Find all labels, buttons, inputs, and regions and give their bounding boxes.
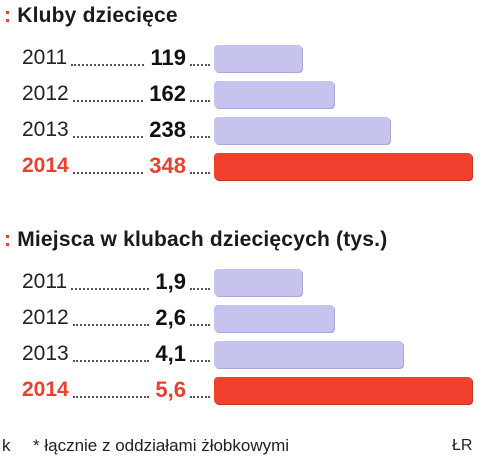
leader-dots	[190, 172, 210, 174]
title-marker-icon: :	[4, 4, 12, 27]
leader-dots	[190, 360, 210, 362]
leader-dots	[73, 136, 143, 138]
bar	[214, 305, 334, 332]
bar	[214, 377, 472, 404]
bar-row: 2014 5,6	[0, 376, 504, 406]
bar-row: 2012 2,6	[0, 304, 504, 334]
leader-dots	[71, 288, 149, 290]
value-label: 4,1	[155, 341, 186, 366]
chart-title-1: : Kluby dziecięce	[4, 4, 178, 34]
value-label: 238	[149, 117, 186, 142]
chart-title-2: : Miejsca w klubach dziecięcych (tys.)	[4, 228, 387, 258]
bar	[214, 81, 334, 108]
leader-dots	[190, 288, 210, 290]
bar-row: 2014 348	[0, 152, 504, 182]
leader-dots	[71, 64, 144, 66]
category-label: 2011	[22, 270, 68, 293]
bar	[214, 117, 390, 144]
bar	[214, 45, 302, 72]
leader-dots	[73, 172, 143, 174]
bar-row: 2012 162	[0, 80, 504, 110]
leader-dots	[190, 396, 210, 398]
value-label: 5,6	[155, 377, 186, 402]
category-label: 2014	[22, 378, 69, 401]
category-label: 2012	[22, 306, 69, 329]
value-label: 348	[149, 153, 186, 178]
value-label: 1,9	[155, 269, 186, 294]
value-label: 162	[149, 81, 186, 106]
leader-dots	[190, 100, 210, 102]
source-credit: ŁR	[452, 437, 473, 454]
leader-dots	[190, 64, 210, 66]
leader-dots	[73, 396, 149, 398]
category-label: 2013	[22, 342, 69, 365]
footnote: * łącznie z oddziałami żłobkowymi	[33, 436, 290, 455]
bar	[214, 341, 403, 368]
value-label: 119	[150, 45, 187, 70]
chart-title-text: Miejsca w klubach dziecięcych (tys.)	[17, 228, 388, 251]
category-label: 2014	[22, 154, 69, 177]
bar-row: 2011 1,9	[0, 268, 504, 298]
footer-fragment: k	[2, 436, 11, 455]
category-label: 2011	[22, 46, 68, 69]
leader-dots	[73, 100, 143, 102]
leader-dots	[190, 136, 210, 138]
bar	[214, 153, 472, 180]
leader-dots	[190, 324, 210, 326]
chart-title-text: Kluby dziecięce	[17, 4, 178, 27]
bar-row: 2013 4,1	[0, 340, 504, 370]
bar-row: 2011 119	[0, 44, 504, 74]
value-label: 2,6	[155, 305, 186, 330]
category-label: 2013	[22, 118, 69, 141]
bar	[214, 269, 302, 296]
category-label: 2012	[22, 82, 69, 105]
bar-row: 2013 238	[0, 116, 504, 146]
leader-dots	[73, 360, 149, 362]
leader-dots	[73, 324, 149, 326]
title-marker-icon: :	[4, 228, 12, 251]
